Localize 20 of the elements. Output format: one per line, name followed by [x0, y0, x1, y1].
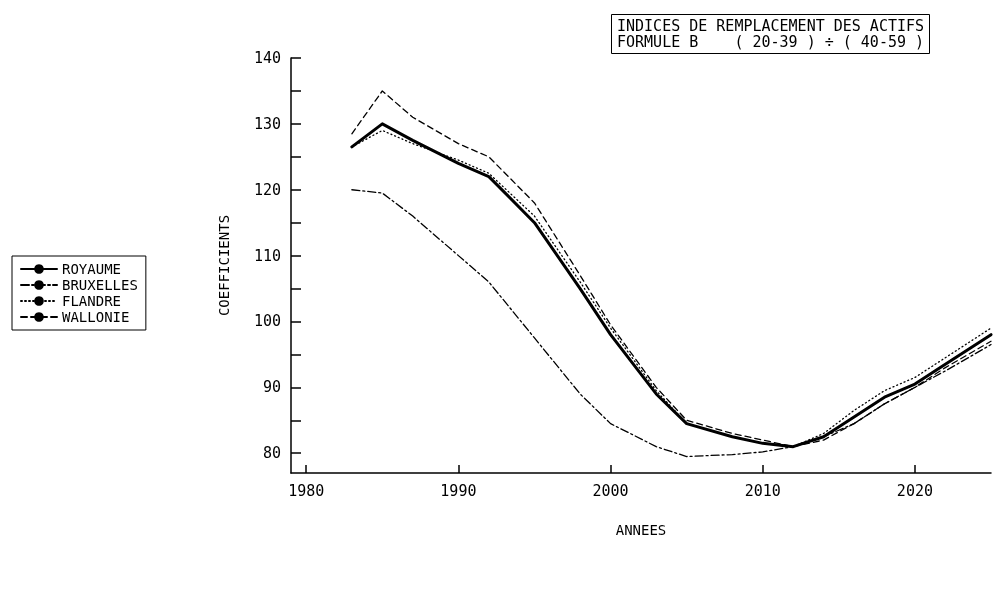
x-tick-label: 2010	[744, 481, 781, 500]
chart-subtitle: FORMULE B ( 20-39 ) ÷ ( 40-59 )	[617, 33, 925, 51]
legend-label: FLANDRE	[62, 293, 122, 309]
x-tick-label: 2000	[592, 481, 629, 500]
x-axis-title: ANNEES	[615, 522, 667, 538]
x-tick-label: 1980	[288, 481, 325, 500]
y-tick-label: 110	[253, 246, 281, 265]
legend-label: WALLONIE	[62, 309, 130, 325]
y-tick-label: 120	[253, 180, 281, 199]
y-tick-label: 100	[253, 312, 281, 331]
y-tick-label: 90	[262, 378, 281, 397]
y-tick-label: 130	[253, 114, 281, 133]
chart-title: INDICES DE REMPLACEMENT DES ACTIFS	[617, 17, 925, 35]
x-tick-label: 1990	[440, 481, 477, 500]
legend-label: ROYAUME	[62, 261, 122, 277]
y-tick-label: 80	[262, 444, 281, 463]
y-tick-label: 140	[253, 49, 281, 67]
y-axis-title: COEFFICIENTS	[216, 214, 232, 317]
x-tick-label: 2020	[896, 481, 933, 500]
legend-label: BRUXELLES	[62, 277, 138, 293]
